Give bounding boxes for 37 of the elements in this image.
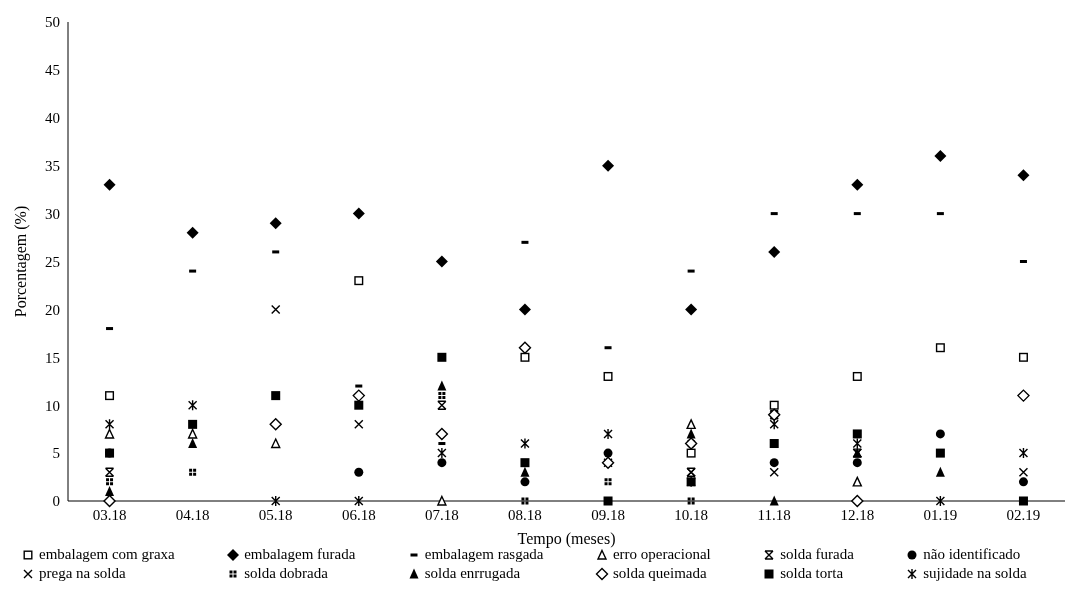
legend-label: solda furada [780,546,854,563]
legend-label: embalagem furada [244,546,356,563]
x-tick-label: 09.18 [591,506,625,523]
x-tick-label: 08.18 [508,506,542,523]
legend-label: embalagem com graxa [39,546,175,563]
y-tick-label: 5 [52,445,60,462]
y-tick-label: 40 [45,110,60,127]
y-tick-label: 20 [45,301,60,318]
y-tick-label: 10 [45,397,60,414]
y-tick-label: 0 [52,493,60,510]
y-tick-label: 15 [45,349,60,366]
x-tick-label: 06.18 [341,506,376,523]
legend-label: solda dobrada [244,565,328,582]
x-axis-title: Tempo (meses) [517,530,616,548]
y-tick-label: 45 [45,62,60,79]
y-tick-label: 50 [45,14,60,31]
x-tick-label: 05.18 [258,506,293,523]
y-tick-label: 30 [45,205,60,222]
x-tick-label: 04.18 [175,506,210,523]
legend-label: não identificado [923,546,1021,563]
legend-label: embalagem rasgada [424,546,544,563]
y-axis-title: Porcentagem (%) [11,205,30,318]
x-tick-label: 11.18 [757,506,791,523]
x-tick-label: 07.18 [425,506,459,523]
y-tick-label: 35 [45,158,60,175]
legend-label: solda queimada [612,565,707,582]
legend-label: solda enrrugada [424,565,521,582]
x-tick-label: 02.19 [1006,506,1041,523]
y-tick-label: 25 [45,253,60,270]
x-tick-label: 01.19 [923,506,958,523]
x-tick-label: 12.18 [840,506,875,523]
legend-label: erro operacional [612,546,711,563]
x-tick-label: 03.18 [92,506,127,523]
legend-label: prega na solda [39,565,126,582]
x-tick-label: 10.18 [674,506,708,523]
legend-label: solda torta [780,565,844,582]
legend-label: sujidade na solda [923,565,1027,582]
